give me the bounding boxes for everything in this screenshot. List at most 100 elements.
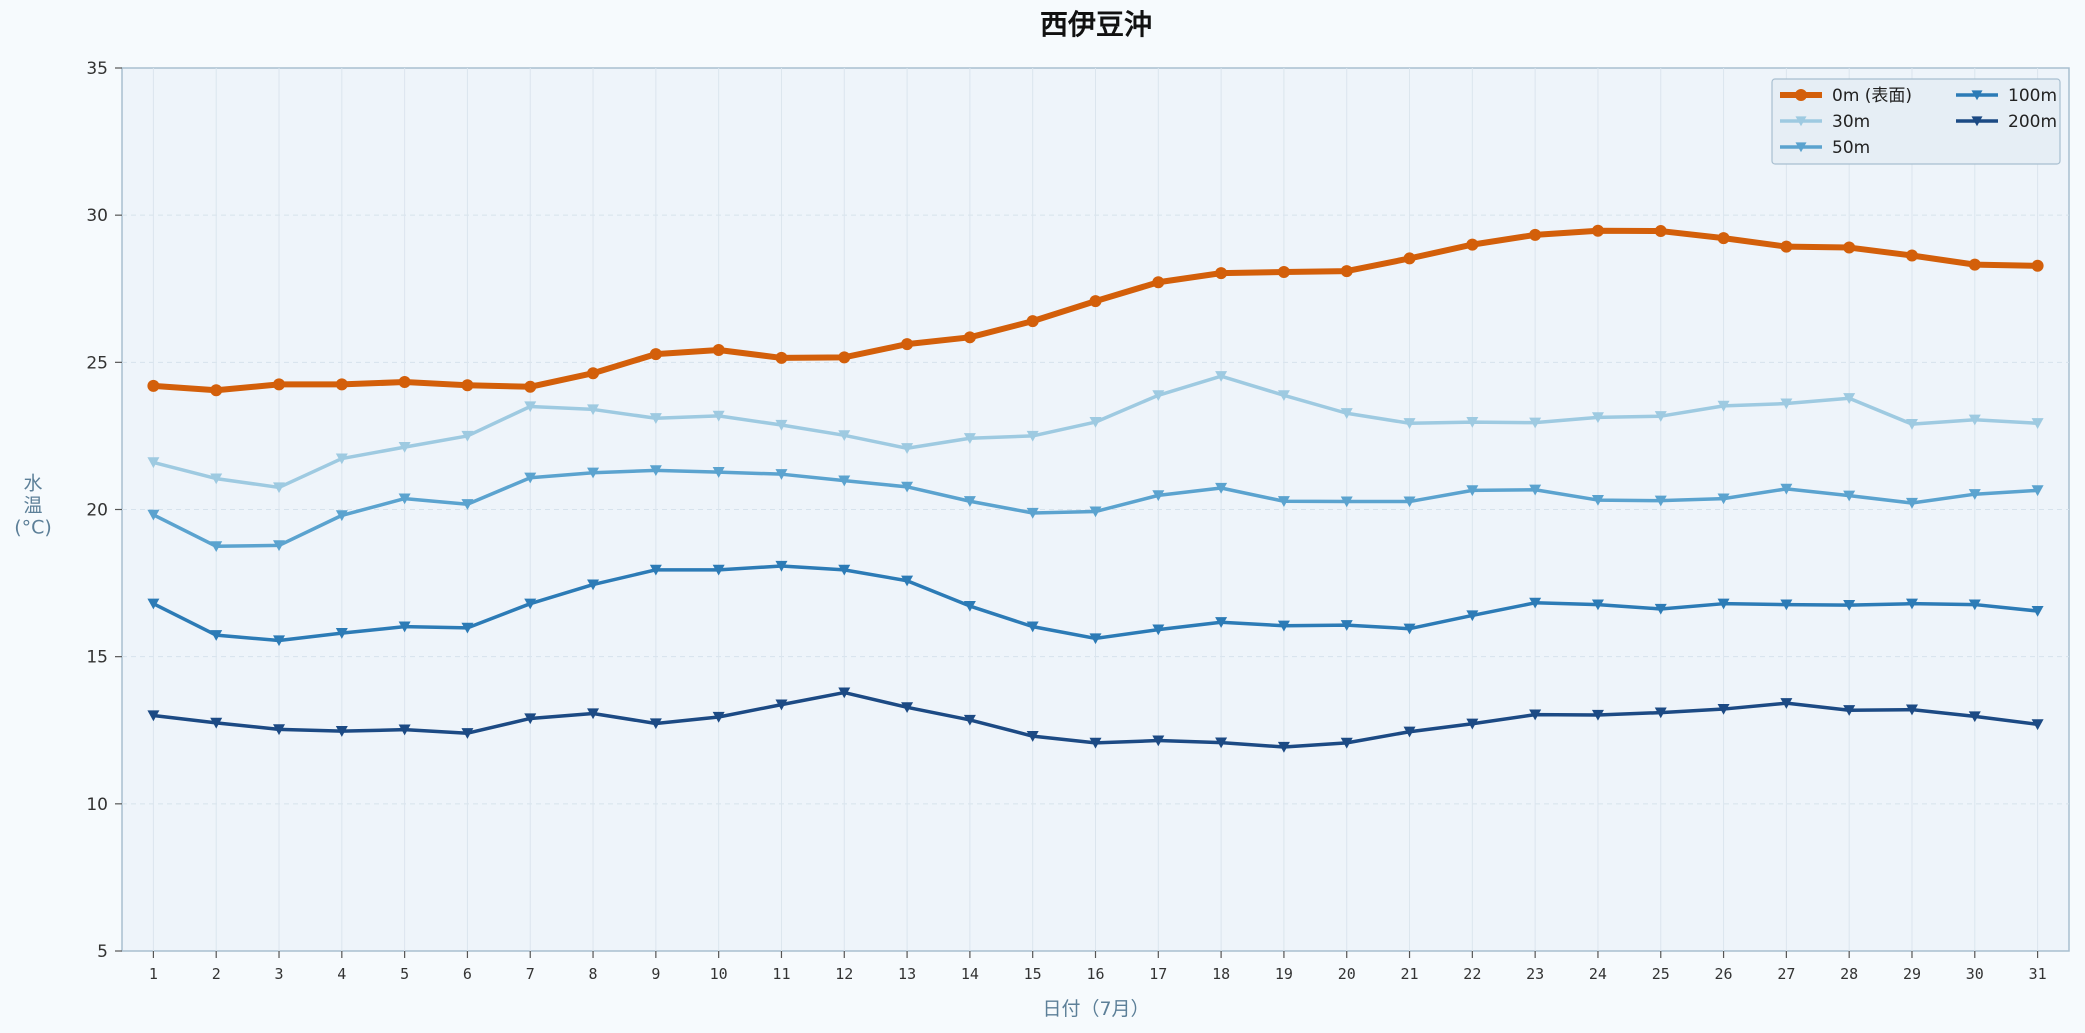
data-point — [147, 509, 160, 521]
data-point — [335, 453, 348, 465]
legend-label: 50m — [1832, 138, 1870, 158]
data-point — [1529, 417, 1542, 429]
series-100m — [147, 560, 2044, 647]
legend-item: 100m — [1956, 86, 2057, 106]
data-point — [587, 579, 600, 591]
x-tick-label: 30 — [1966, 965, 1984, 983]
data-point — [1277, 265, 1290, 278]
data-point — [1340, 408, 1353, 419]
data-point — [461, 430, 474, 442]
data-point — [1466, 718, 1479, 730]
x-tick-label: 26 — [1715, 965, 1733, 983]
x-tick-label: 11 — [772, 965, 790, 983]
data-point — [1277, 496, 1290, 507]
data-point — [1403, 726, 1416, 738]
data-point — [1843, 241, 1856, 254]
data-point — [1340, 265, 1353, 278]
data-point — [1905, 598, 1918, 610]
x-axis-label: 日付（7月） — [1042, 998, 1149, 1020]
data-point — [1968, 258, 1981, 271]
data-point — [2031, 719, 2044, 731]
data-point — [712, 711, 725, 723]
data-point — [587, 367, 600, 380]
data-point — [1654, 411, 1667, 422]
data-point — [1591, 599, 1604, 611]
data-point — [1466, 485, 1479, 497]
data-point — [1717, 703, 1730, 715]
x-tick-label: 15 — [1024, 965, 1042, 983]
data-point — [963, 331, 976, 344]
data-point — [1968, 599, 1981, 611]
legend-item: 50m — [1780, 138, 1870, 158]
data-point — [1277, 620, 1290, 632]
data-point — [210, 384, 223, 397]
x-tick-label: 31 — [2029, 965, 2047, 983]
data-point — [524, 380, 537, 393]
data-point — [1403, 623, 1416, 635]
data-point — [1780, 240, 1793, 253]
series-layer — [147, 224, 2044, 753]
data-point — [1654, 603, 1667, 615]
data-point — [2031, 485, 2044, 497]
data-point — [838, 475, 851, 487]
x-tick-label: 19 — [1275, 965, 1293, 983]
series-50m — [147, 465, 2044, 552]
series-200m — [147, 687, 2044, 753]
legend-item: 200m — [1956, 112, 2057, 132]
legend-label: 200m — [2008, 112, 2057, 132]
data-point — [1717, 598, 1730, 610]
y-tick-label: 25 — [86, 353, 108, 373]
x-tick-label: 17 — [1149, 965, 1167, 983]
series-0m — [147, 224, 2044, 397]
data-point — [273, 482, 286, 494]
data-point — [1340, 496, 1353, 508]
x-tick-label: 4 — [337, 965, 346, 983]
data-point — [649, 718, 662, 730]
data-point — [1026, 621, 1039, 633]
data-point — [775, 351, 788, 364]
data-point — [1780, 483, 1793, 495]
legend-label: 30m — [1832, 112, 1870, 132]
data-point — [1968, 414, 1981, 426]
data-point — [1591, 224, 1604, 237]
data-point — [1971, 116, 1983, 127]
data-point — [1026, 507, 1039, 519]
data-point — [461, 379, 474, 392]
data-point — [398, 621, 411, 633]
data-point — [1466, 610, 1479, 622]
data-point — [1905, 419, 1918, 430]
data-point — [1529, 228, 1542, 241]
data-point — [901, 702, 914, 713]
data-point — [963, 433, 976, 444]
data-point — [587, 708, 600, 720]
data-point — [1152, 490, 1165, 502]
data-point — [838, 351, 851, 364]
data-point — [1780, 398, 1793, 410]
data-point — [1403, 252, 1416, 265]
data-point — [901, 481, 914, 493]
x-tick-label: 10 — [710, 965, 728, 983]
data-point — [1215, 371, 1228, 382]
x-tick-label: 20 — [1338, 965, 1356, 983]
data-point — [775, 699, 788, 711]
data-point — [775, 560, 788, 572]
x-tick-label: 13 — [898, 965, 916, 983]
data-point — [1905, 704, 1918, 716]
y-tick-label: 15 — [86, 648, 108, 668]
x-tick-label: 18 — [1212, 965, 1230, 983]
data-point — [273, 635, 286, 647]
x-tick-label: 2 — [212, 965, 221, 983]
data-point — [335, 378, 348, 391]
data-point — [1152, 735, 1165, 747]
y-axis-label-part: (°C) — [14, 517, 52, 539]
data-point — [1215, 267, 1228, 280]
data-point — [1843, 600, 1856, 611]
data-point — [1089, 416, 1102, 428]
data-point — [1089, 737, 1102, 749]
data-point — [775, 469, 788, 480]
x-tick-label: 9 — [651, 965, 660, 983]
data-point — [398, 493, 411, 505]
x-tick-label: 27 — [1777, 965, 1795, 983]
data-point — [649, 465, 662, 477]
